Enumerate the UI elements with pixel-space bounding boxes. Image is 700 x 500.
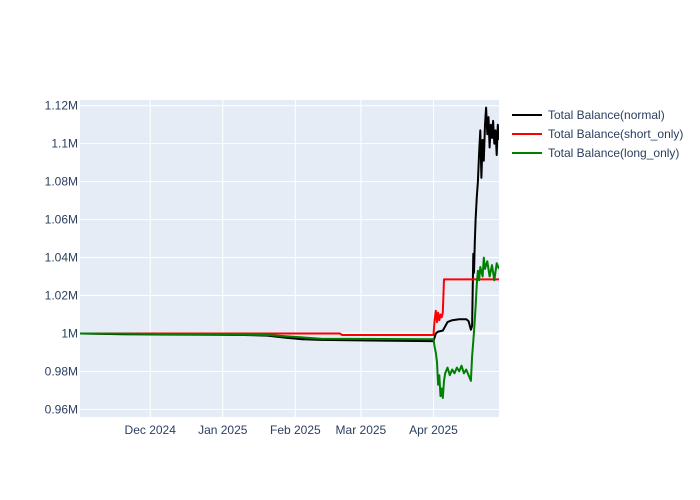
y-tick-label: 1.08M (45, 175, 78, 189)
plot-area (80, 100, 499, 417)
x-tick-label: Apr 2025 (409, 423, 458, 437)
y-axis-ticks: 0.96M 0.98M 1M 1.02M 1.04M 1.06M 1.08M 1.1M 1.12… (45, 99, 78, 417)
y-tick-label: 1M (61, 326, 78, 340)
series-line-3 (80, 256, 499, 399)
series-line-1 (80, 106, 499, 343)
y-tick-label: 1.12M (45, 99, 78, 113)
y-tick-label: 0.98M (45, 364, 78, 378)
y-tick-label: 1.1M (51, 137, 78, 151)
legend-label[interactable]: Total Balance(normal) (548, 108, 665, 122)
legend-label[interactable]: Total Balance(long_only) (548, 146, 679, 160)
x-tick-label: Dec 2024 (125, 423, 177, 437)
y-tick-label: 1.02M (45, 289, 78, 303)
x-tick-label: Mar 2025 (336, 423, 387, 437)
y-tick-label: 0.96M (45, 402, 78, 416)
legend-label[interactable]: Total Balance(short_only) (548, 127, 683, 141)
x-tick-label: Jan 2025 (198, 423, 248, 437)
x-tick-label: Feb 2025 (270, 423, 321, 437)
legend: Total Balance(normal) Total Balance(short… (512, 108, 683, 160)
series-lines (80, 106, 499, 399)
series-line-2 (80, 278, 499, 336)
y-tick-label: 1.04M (45, 251, 78, 265)
x-axis-ticks: Dec 2024 Jan 2025 Feb 2025 Mar 2025 Apr 2025 (125, 423, 459, 437)
y-tick-label: 1.06M (45, 213, 78, 227)
